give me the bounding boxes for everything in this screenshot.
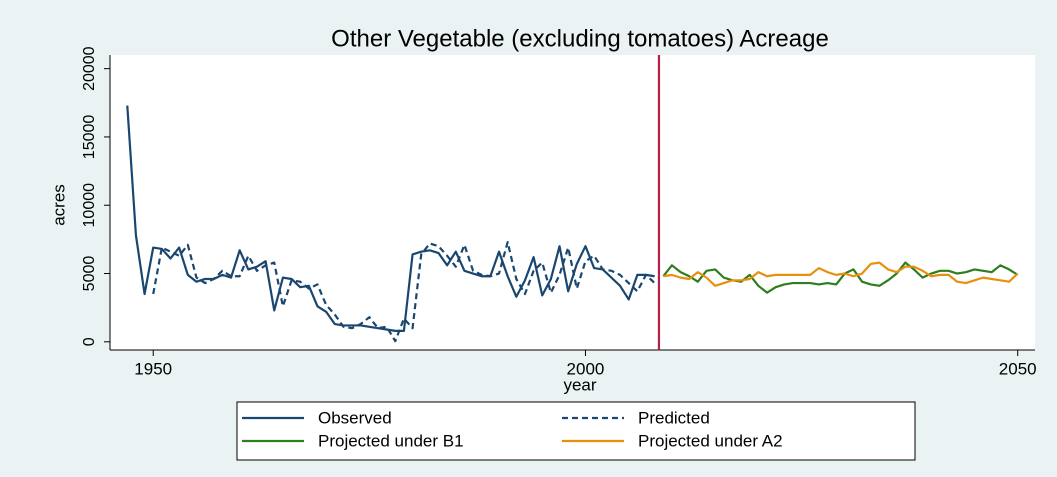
y-tick-label: 10000 — [81, 183, 98, 228]
series-line — [152, 241, 656, 343]
series-line — [663, 261, 1019, 287]
series-line — [662, 261, 1019, 294]
chart-title: Other Vegetable (excluding tomatoes) Acr… — [331, 25, 829, 52]
y-tick-label: 5000 — [81, 256, 98, 292]
plot-area — [110, 55, 1035, 350]
legend-label: Projected under A2 — [638, 431, 783, 450]
legend-label: Projected under B1 — [318, 431, 464, 450]
y-tick-label: 0 — [81, 337, 98, 346]
legend — [236, 401, 916, 461]
x-tick-label: 2050 — [999, 359, 1037, 378]
y-tick-label: 15000 — [81, 115, 98, 160]
x-tick-label: 2000 — [567, 359, 605, 378]
y-tick-label: 20000 — [81, 46, 98, 91]
x-tick-label: 1950 — [134, 359, 172, 378]
legend-label: Observed — [318, 408, 392, 427]
legend-label: Predicted — [638, 408, 710, 427]
y-axis-label: acres — [49, 184, 68, 226]
x-axis-label: year — [563, 375, 596, 394]
